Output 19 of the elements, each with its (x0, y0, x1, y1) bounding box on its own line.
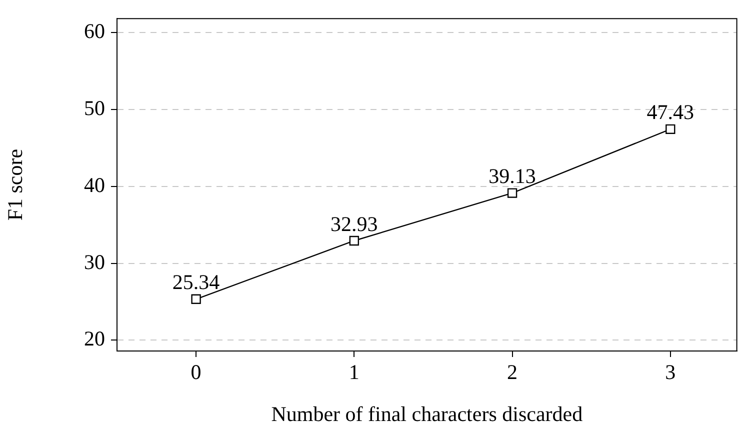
x-axis-title: Number of final characters discarded (271, 402, 584, 426)
x-tick-label: 2 (507, 360, 518, 384)
point (507, 188, 518, 198)
y-tick-label: 20 (84, 326, 105, 351)
x-tick-label: 3 (665, 360, 676, 384)
y-axis-title: F1 score (3, 148, 28, 221)
data-label: 32.93 (330, 212, 378, 236)
y-tick-label: 30 (84, 250, 105, 274)
x-tick-label: 0 (190, 360, 202, 384)
y-tick-label: 60 (84, 18, 105, 43)
y-tick-label: 40 (84, 172, 105, 197)
data-label: 25.34 (172, 270, 220, 294)
point (666, 124, 676, 134)
data-label: 39.13 (488, 164, 536, 188)
point (191, 294, 201, 304)
data-label: 47.43 (646, 100, 694, 124)
y-tick-label: 50 (84, 96, 105, 120)
x-tick-label: 1 (348, 360, 360, 384)
point (349, 236, 360, 246)
